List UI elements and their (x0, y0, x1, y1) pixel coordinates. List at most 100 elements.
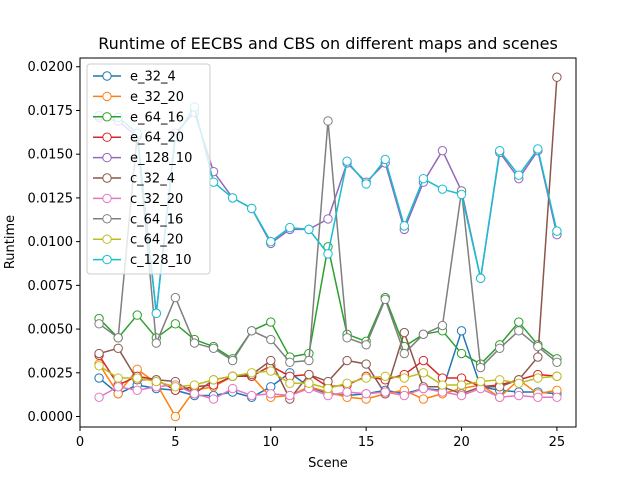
data-point-c_64_16 (437, 320, 448, 331)
data-point-e_32_20 (170, 411, 181, 422)
data-point-c_64_16 (189, 338, 200, 348)
data-point-e_64_20 (418, 355, 429, 366)
y-axis-label: Runtime (3, 215, 18, 269)
data-point-c_64_20 (399, 373, 410, 383)
data-point-c_32_4 (533, 352, 543, 362)
data-point-c_64_16 (304, 355, 314, 366)
data-point-c_32_20 (418, 383, 429, 394)
legend-label: c_128_10 (130, 253, 192, 268)
data-point-c_32_20 (342, 387, 352, 397)
data-point-c_64_16 (533, 341, 543, 352)
data-point-c_128_10 (361, 179, 371, 189)
data-point-c_64_20 (304, 378, 314, 388)
data-point-c_64_16 (323, 116, 333, 126)
data-point-c_32_4 (552, 72, 562, 82)
legend-swatch-marker (102, 214, 112, 224)
data-point-c_128_10 (323, 249, 333, 259)
y-tick-label: 0.0125 (28, 191, 74, 206)
legend-item: e_64_20 (93, 131, 184, 146)
legend-item: c_32_4 (93, 172, 175, 187)
data-point-c_32_20 (246, 390, 257, 401)
data-point-c_32_20 (399, 390, 410, 401)
data-point-e_64_16 (132, 310, 142, 320)
chart-title: Runtime of EECBS and CBS on different ma… (98, 34, 558, 53)
data-point-c_64_20 (342, 378, 352, 388)
legend-label: e_64_16 (130, 110, 184, 125)
data-point-c_64_16 (113, 333, 123, 343)
data-point-c_128_10 (399, 221, 410, 231)
data-point-c_128_10 (227, 193, 238, 203)
data-point-c_128_10 (533, 144, 543, 154)
data-point-c_32_20 (456, 390, 467, 401)
data-point-c_64_20 (552, 371, 562, 381)
data-point-c_64_16 (418, 329, 429, 340)
data-point-c_64_20 (361, 373, 371, 383)
legend-label: c_64_16 (130, 212, 183, 227)
data-point-e_32_20 (418, 394, 429, 404)
data-point-c_64_16 (151, 338, 162, 348)
legend-item: e_32_20 (93, 90, 184, 105)
data-point-c_32_20 (514, 390, 524, 401)
data-point-e_32_4 (456, 326, 467, 336)
y-axis: 0.0000 0.0025 0.0050 0.0075 0.0100 0.0125 0.01… (28, 60, 80, 425)
legend-item: c_128_10 (93, 253, 192, 268)
legend-label: e_32_4 (130, 70, 176, 85)
data-point-c_64_20 (380, 371, 390, 381)
data-point-c_32_20 (552, 392, 562, 402)
data-point-c_64_16 (266, 334, 276, 345)
legend-item: c_32_20 (93, 192, 183, 207)
data-point-c_64_20 (494, 375, 505, 385)
data-point-c_64_20 (475, 376, 486, 387)
data-point-c_32_4 (361, 359, 371, 369)
data-point-c_64_20 (246, 368, 257, 378)
data-point-c_128_10 (208, 177, 219, 187)
data-point-e_128_10 (323, 214, 333, 224)
legend-swatch-marker (102, 254, 112, 265)
data-point-c_32_20 (208, 394, 219, 404)
data-point-c_32_20 (285, 390, 295, 401)
data-point-c_128_10 (418, 173, 429, 184)
data-point-c_128_10 (266, 236, 276, 247)
data-point-c_128_10 (246, 203, 257, 214)
data-point-c_64_20 (456, 380, 467, 390)
legend-swatch-marker (102, 234, 112, 244)
data-point-c_64_20 (132, 373, 142, 383)
data-point-c_32_4 (399, 327, 410, 338)
data-point-c_32_20 (227, 383, 238, 394)
data-point-c_64_20 (323, 383, 333, 394)
legend-swatch-marker (102, 152, 112, 163)
legend-label: c_32_4 (130, 172, 175, 187)
data-point-c_64_16 (285, 357, 295, 367)
legend-swatch-marker (102, 112, 112, 122)
legend-swatch-marker (102, 132, 112, 142)
legend-swatch-marker (102, 71, 112, 81)
data-point-c_32_20 (533, 392, 543, 402)
data-point-e_128_10 (437, 145, 448, 156)
data-point-c_64_20 (170, 382, 181, 392)
legend-swatch-marker (102, 193, 112, 204)
x-tick-label: 10 (262, 435, 279, 450)
data-point-c_128_10 (151, 308, 162, 319)
data-point-c_128_10 (552, 226, 562, 236)
data-point-c_64_16 (208, 343, 219, 354)
data-point-c_128_10 (304, 224, 314, 235)
data-point-c_32_4 (304, 369, 314, 380)
y-tick-label: 0.0025 (28, 366, 74, 381)
data-point-c_128_10 (494, 145, 505, 156)
data-point-c_64_20 (189, 380, 200, 390)
y-tick-label: 0.0100 (28, 235, 74, 250)
data-point-c_64_16 (246, 326, 257, 336)
data-point-c_128_10 (456, 189, 467, 200)
data-point-c_32_20 (189, 389, 200, 399)
data-point-c_64_16 (399, 348, 410, 359)
y-tick-label: 0.0000 (28, 410, 74, 425)
legend-item: c_64_20 (93, 233, 183, 248)
legend-item: e_64_16 (93, 110, 184, 125)
legend-swatch-marker (102, 173, 112, 183)
data-point-c_128_10 (285, 222, 295, 233)
data-point-c_32_4 (94, 348, 104, 359)
data-point-c_64_20 (227, 371, 238, 381)
data-point-c_128_10 (342, 156, 352, 166)
data-point-c_64_20 (514, 378, 524, 388)
y-tick-label: 0.0200 (28, 60, 74, 75)
